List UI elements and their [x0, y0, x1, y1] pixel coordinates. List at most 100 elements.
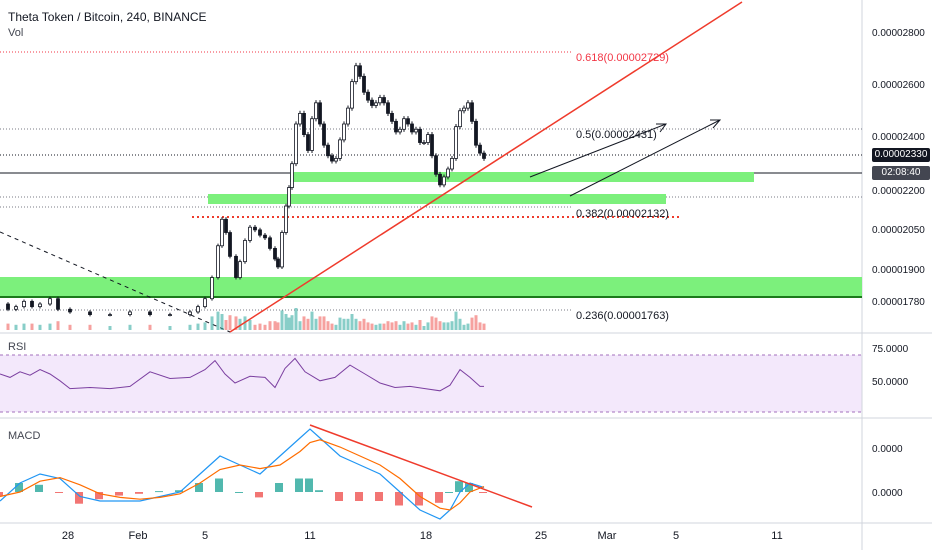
price-tick: 0.00002200	[872, 186, 925, 197]
projection-arrow-2	[569, 119, 721, 197]
price-tick: 0.00001780	[872, 297, 925, 308]
support-zone-3	[0, 277, 862, 297]
volume-bar	[422, 326, 426, 330]
candle-body	[394, 120, 398, 133]
rsi-line	[0, 357, 484, 392]
macd-hist-bar	[0, 492, 3, 497]
candle-body	[398, 128, 402, 133]
candle-body	[478, 144, 482, 154]
volume-bar	[298, 321, 302, 330]
volume-bar	[68, 324, 72, 330]
candle-body	[410, 123, 414, 133]
support-zone-1	[290, 172, 754, 182]
fib-label-0382: 0.382(0.00002132)	[576, 208, 669, 220]
last-price-tag[interactable]: 0.00002330	[872, 148, 930, 162]
volume-bar	[390, 322, 394, 330]
candle-body	[346, 107, 350, 125]
price-tick: 0.00002050	[872, 225, 925, 236]
volume-bar	[148, 324, 152, 330]
candle-body	[470, 102, 474, 122]
volume-bar	[228, 315, 232, 330]
time-tick: 5	[201, 530, 209, 542]
candle-body	[168, 314, 172, 316]
candle-body	[148, 311, 152, 315]
candle-body	[314, 102, 318, 120]
volume-bar	[318, 316, 322, 330]
volume-bar	[414, 324, 418, 330]
volume-bar	[398, 324, 402, 330]
candle-body	[442, 176, 446, 186]
candle-body	[310, 118, 314, 151]
candle-body	[330, 155, 334, 162]
candle-body	[6, 303, 10, 310]
candle-body	[378, 97, 382, 104]
candle-body	[188, 311, 192, 315]
candle-body	[358, 65, 362, 77]
candle-body	[430, 134, 434, 157]
candle-body	[382, 97, 386, 104]
candle-body	[273, 248, 277, 260]
rsi-legend[interactable]: RSI	[8, 341, 27, 353]
projection-arrow-2-head	[710, 119, 722, 129]
volume-bar	[458, 318, 462, 330]
candle-body	[248, 226, 252, 241]
volume-bar	[454, 311, 458, 330]
volume-bar	[263, 324, 267, 330]
time-tick: 25	[534, 530, 548, 542]
candle-body	[276, 258, 280, 268]
volume-bar	[280, 310, 284, 330]
volume-bar	[326, 321, 330, 330]
candle-body	[462, 107, 466, 112]
volume-bar	[430, 316, 434, 330]
candle-body	[362, 75, 366, 93]
macd-hist-bar	[445, 492, 453, 493]
macd-hist-bar	[435, 492, 443, 503]
candle-body	[216, 245, 220, 278]
candle-body	[196, 306, 200, 313]
candle-body	[374, 102, 378, 106]
symbol-legend[interactable]: Theta Token / Bitcoin, 240, BINANCE	[8, 10, 207, 24]
macd-hist-bar	[215, 478, 223, 492]
time-tick: Mar	[597, 530, 617, 542]
volume-bar	[378, 323, 382, 330]
candle-body	[458, 110, 462, 128]
macd-hist-bar	[305, 478, 313, 492]
volume-bar	[362, 318, 366, 330]
macd-hist-bar	[115, 492, 123, 496]
rsi-tick: 50.0000	[872, 377, 909, 388]
macd-hist-bar	[415, 492, 423, 506]
volume-legend[interactable]: Vol	[8, 27, 24, 39]
volume-bar	[466, 323, 470, 330]
volume-bar	[224, 320, 228, 330]
candle-body	[446, 168, 450, 178]
volume-bar	[426, 322, 430, 330]
volume-bar	[470, 317, 474, 330]
volume-bar	[248, 320, 252, 330]
macd-hist-bar	[295, 478, 303, 492]
candle-body	[322, 123, 326, 146]
volume-bar	[374, 324, 378, 330]
candle-body	[290, 163, 294, 188]
candle-body	[268, 237, 272, 249]
candle-body	[228, 232, 232, 257]
volume-bar	[108, 326, 112, 330]
volume-bar	[382, 323, 386, 330]
price-tick: 0.00002600	[872, 80, 925, 91]
volume-bar	[210, 316, 214, 330]
macd-hist-bar	[35, 484, 43, 492]
price-tick: 0.00001900	[872, 265, 925, 276]
volume-bar	[358, 321, 362, 330]
macd-line	[0, 428, 485, 520]
volume-bar	[482, 323, 486, 330]
macd-legend[interactable]: MACD	[8, 430, 41, 442]
macd-hist-bar	[55, 492, 63, 493]
volume-bar	[273, 321, 277, 330]
signal-line	[0, 439, 485, 511]
uptrend-line	[229, 1, 743, 333]
volume-bar	[350, 314, 354, 330]
volume-bar	[474, 315, 478, 330]
volume-bar	[290, 315, 294, 330]
volume-bar	[287, 317, 291, 330]
volume-bar	[310, 311, 314, 330]
